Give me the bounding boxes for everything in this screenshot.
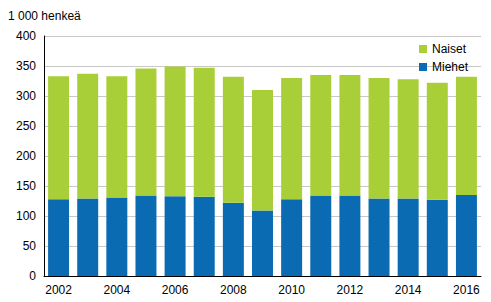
svg-text:2004: 2004 bbox=[103, 283, 130, 297]
svg-text:2010: 2010 bbox=[278, 283, 305, 297]
svg-text:2008: 2008 bbox=[220, 283, 247, 297]
svg-text:Naiset: Naiset bbox=[432, 42, 467, 56]
svg-text:50: 50 bbox=[23, 239, 37, 253]
svg-text:150: 150 bbox=[16, 179, 36, 193]
svg-text:0: 0 bbox=[29, 269, 36, 283]
svg-text:350: 350 bbox=[16, 59, 36, 73]
svg-text:200: 200 bbox=[16, 149, 36, 163]
svg-text:2016: 2016 bbox=[453, 283, 480, 297]
svg-text:Miehet: Miehet bbox=[432, 60, 469, 74]
svg-text:250: 250 bbox=[16, 119, 36, 133]
svg-text:2002: 2002 bbox=[45, 283, 72, 297]
svg-text:2012: 2012 bbox=[337, 283, 364, 297]
svg-text:2006: 2006 bbox=[162, 283, 189, 297]
svg-text:1 000 henkeä: 1 000 henkeä bbox=[8, 9, 81, 23]
svg-text:100: 100 bbox=[16, 209, 36, 223]
svg-text:300: 300 bbox=[16, 89, 36, 103]
svg-text:2014: 2014 bbox=[395, 283, 422, 297]
svg-text:400: 400 bbox=[16, 29, 36, 43]
